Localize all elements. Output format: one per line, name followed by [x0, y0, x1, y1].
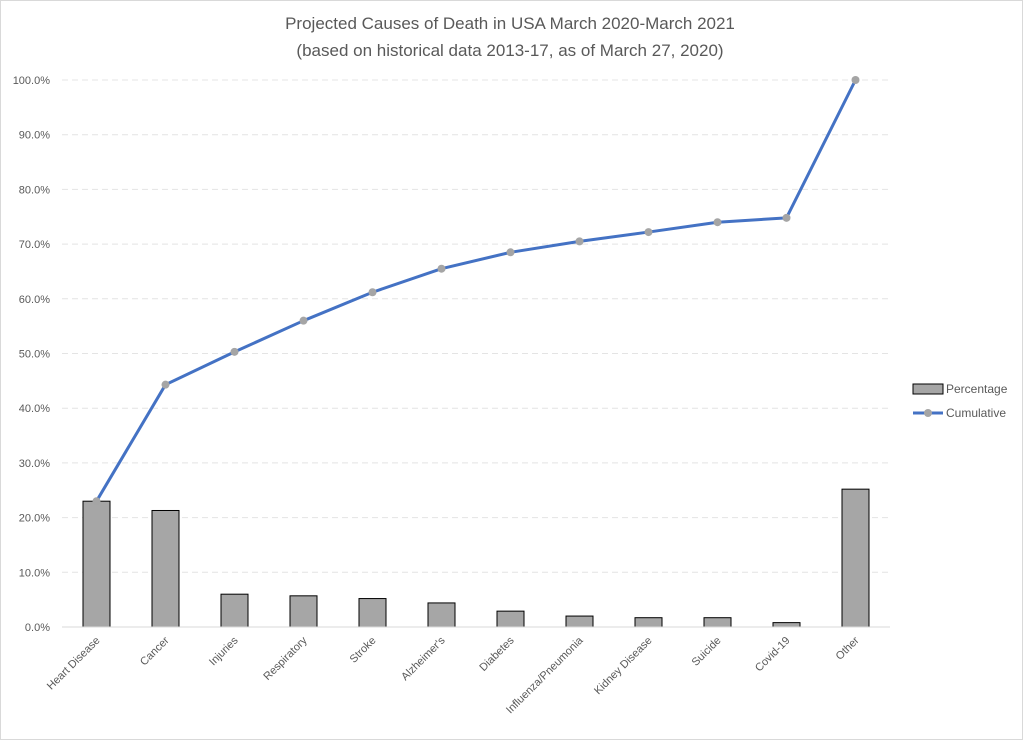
x-category-label: Influenza/Pneumonia [504, 634, 586, 716]
bar-series [82, 488, 870, 628]
line-marker [713, 218, 722, 227]
line-marker [644, 228, 653, 237]
y-tick-label: 90.0% [19, 130, 50, 142]
bar [358, 598, 387, 628]
line-marker [851, 76, 860, 84]
y-tick-label: 50.0% [19, 349, 50, 361]
line-marker [782, 213, 791, 222]
legend: Percentage Cumulative [912, 382, 1008, 420]
bar [220, 593, 249, 628]
chart-title: Projected Causes of Death in USA March 2… [285, 14, 735, 33]
bar [427, 602, 456, 628]
x-category-label: Kidney Disease [592, 635, 655, 698]
bar [565, 615, 594, 628]
bar [82, 500, 111, 628]
line-marker [92, 497, 101, 506]
chart-subtitle: (based on historical data 2013-17, as of… [296, 41, 723, 60]
x-category-label: Heart Disease [45, 635, 103, 693]
x-category-label: Respiratory [261, 634, 310, 683]
bar [289, 595, 318, 628]
line-marker [575, 237, 584, 246]
x-category-label: Alzheimer's [399, 634, 448, 683]
y-tick-label: 70.0% [19, 239, 50, 251]
x-category-label: Covid-19 [753, 635, 793, 675]
y-axis-ticks: 0.0% 10.0% 20.0% 30.0% 40.0% 50.0% 60.0% 70.0% 8… [13, 75, 51, 634]
bar [151, 509, 180, 628]
legend-swatch-percentage [912, 383, 944, 395]
legend-label-percentage: Percentage [946, 382, 1008, 396]
y-tick-label: 40.0% [19, 403, 50, 415]
x-category-label: Cancer [138, 634, 172, 668]
line-marker [368, 288, 377, 297]
cumulative-line [95, 79, 857, 502]
x-axis-categories: Heart Disease Cancer Injuries Respiratory St… [45, 634, 862, 716]
line-series [92, 76, 860, 506]
legend-swatch-cumulative-marker [924, 409, 932, 417]
legend-label-cumulative: Cumulative [946, 406, 1006, 420]
bar [634, 617, 663, 628]
line-marker [230, 347, 239, 356]
bar [496, 610, 525, 628]
x-category-label: Stroke [348, 635, 379, 666]
y-tick-label: 80.0% [19, 184, 50, 196]
y-tick-label: 100.0% [13, 75, 51, 87]
x-category-label: Other [834, 634, 862, 662]
line-marker [299, 316, 308, 325]
y-tick-label: 20.0% [19, 513, 50, 525]
line-marker [437, 264, 446, 273]
gridlines [62, 79, 890, 573]
y-tick-label: 0.0% [25, 622, 50, 634]
bar [703, 617, 732, 628]
y-tick-label: 30.0% [19, 458, 50, 470]
y-tick-label: 10.0% [19, 567, 50, 579]
x-category-label: Injuries [207, 634, 241, 668]
x-category-label: Diabetes [477, 634, 517, 674]
bar [841, 488, 870, 628]
line-marker [506, 248, 515, 257]
line-marker [161, 380, 170, 389]
bar [772, 622, 801, 628]
y-tick-label: 60.0% [19, 294, 50, 306]
x-category-label: Suicide [690, 635, 724, 669]
